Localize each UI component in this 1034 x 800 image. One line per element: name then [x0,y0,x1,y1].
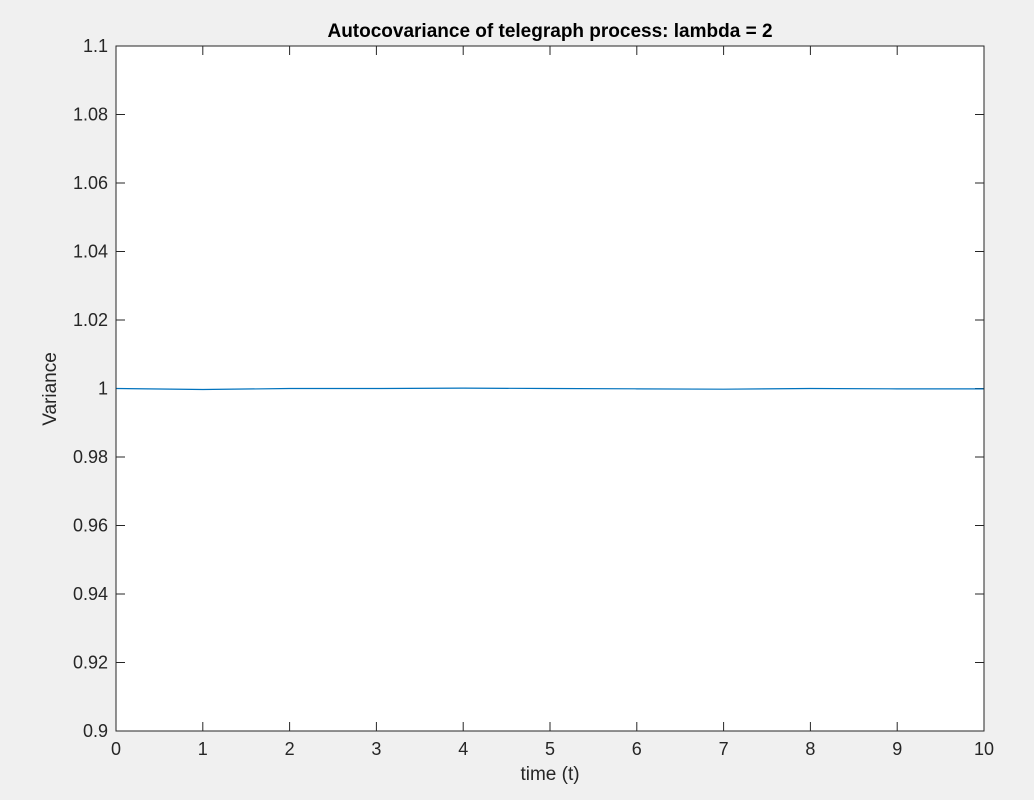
y-tick-label: 1.02 [73,310,108,330]
tick-labels-layer: 0 1 2 3 4 5 6 7 8 9 10 0.9 0.92 0.94 0.96 0.98 1 1.02 1.04… [73,36,994,759]
x-tick-label: 7 [719,739,729,759]
x-tick-label: 10 [974,739,994,759]
x-axis-label: time (t) [520,764,579,785]
y-tick-label: 1.08 [73,105,108,125]
x-tick-label: 9 [892,739,902,759]
x-tick-label: 8 [805,739,815,759]
x-tick-label: 0 [111,739,121,759]
y-axis-label: Variance [40,352,61,426]
y-tick-label: 1.06 [73,173,108,193]
y-tick-label: 1.1 [83,36,108,56]
y-tick-label: 0.92 [73,653,108,673]
x-tick-label: 1 [198,739,208,759]
x-tick-label: 4 [458,739,468,759]
x-tick-label: 6 [632,739,642,759]
series-line [115,387,984,391]
x-tick-label: 3 [371,739,381,759]
y-tick-label: 1 [98,379,108,399]
y-tick-label: 0.9 [83,721,108,741]
y-tick-label: 0.98 [73,447,108,467]
chart-title: Autocovariance of telegraph process: lam… [327,21,772,42]
y-tick-label: 0.94 [73,584,108,604]
axes-box [115,45,985,732]
x-tick-label: 2 [285,739,295,759]
y-tick-label: 0.96 [73,516,108,536]
x-tick-label: 5 [545,739,555,759]
series-layer [115,387,984,391]
y-tick-label: 1.04 [73,242,108,262]
